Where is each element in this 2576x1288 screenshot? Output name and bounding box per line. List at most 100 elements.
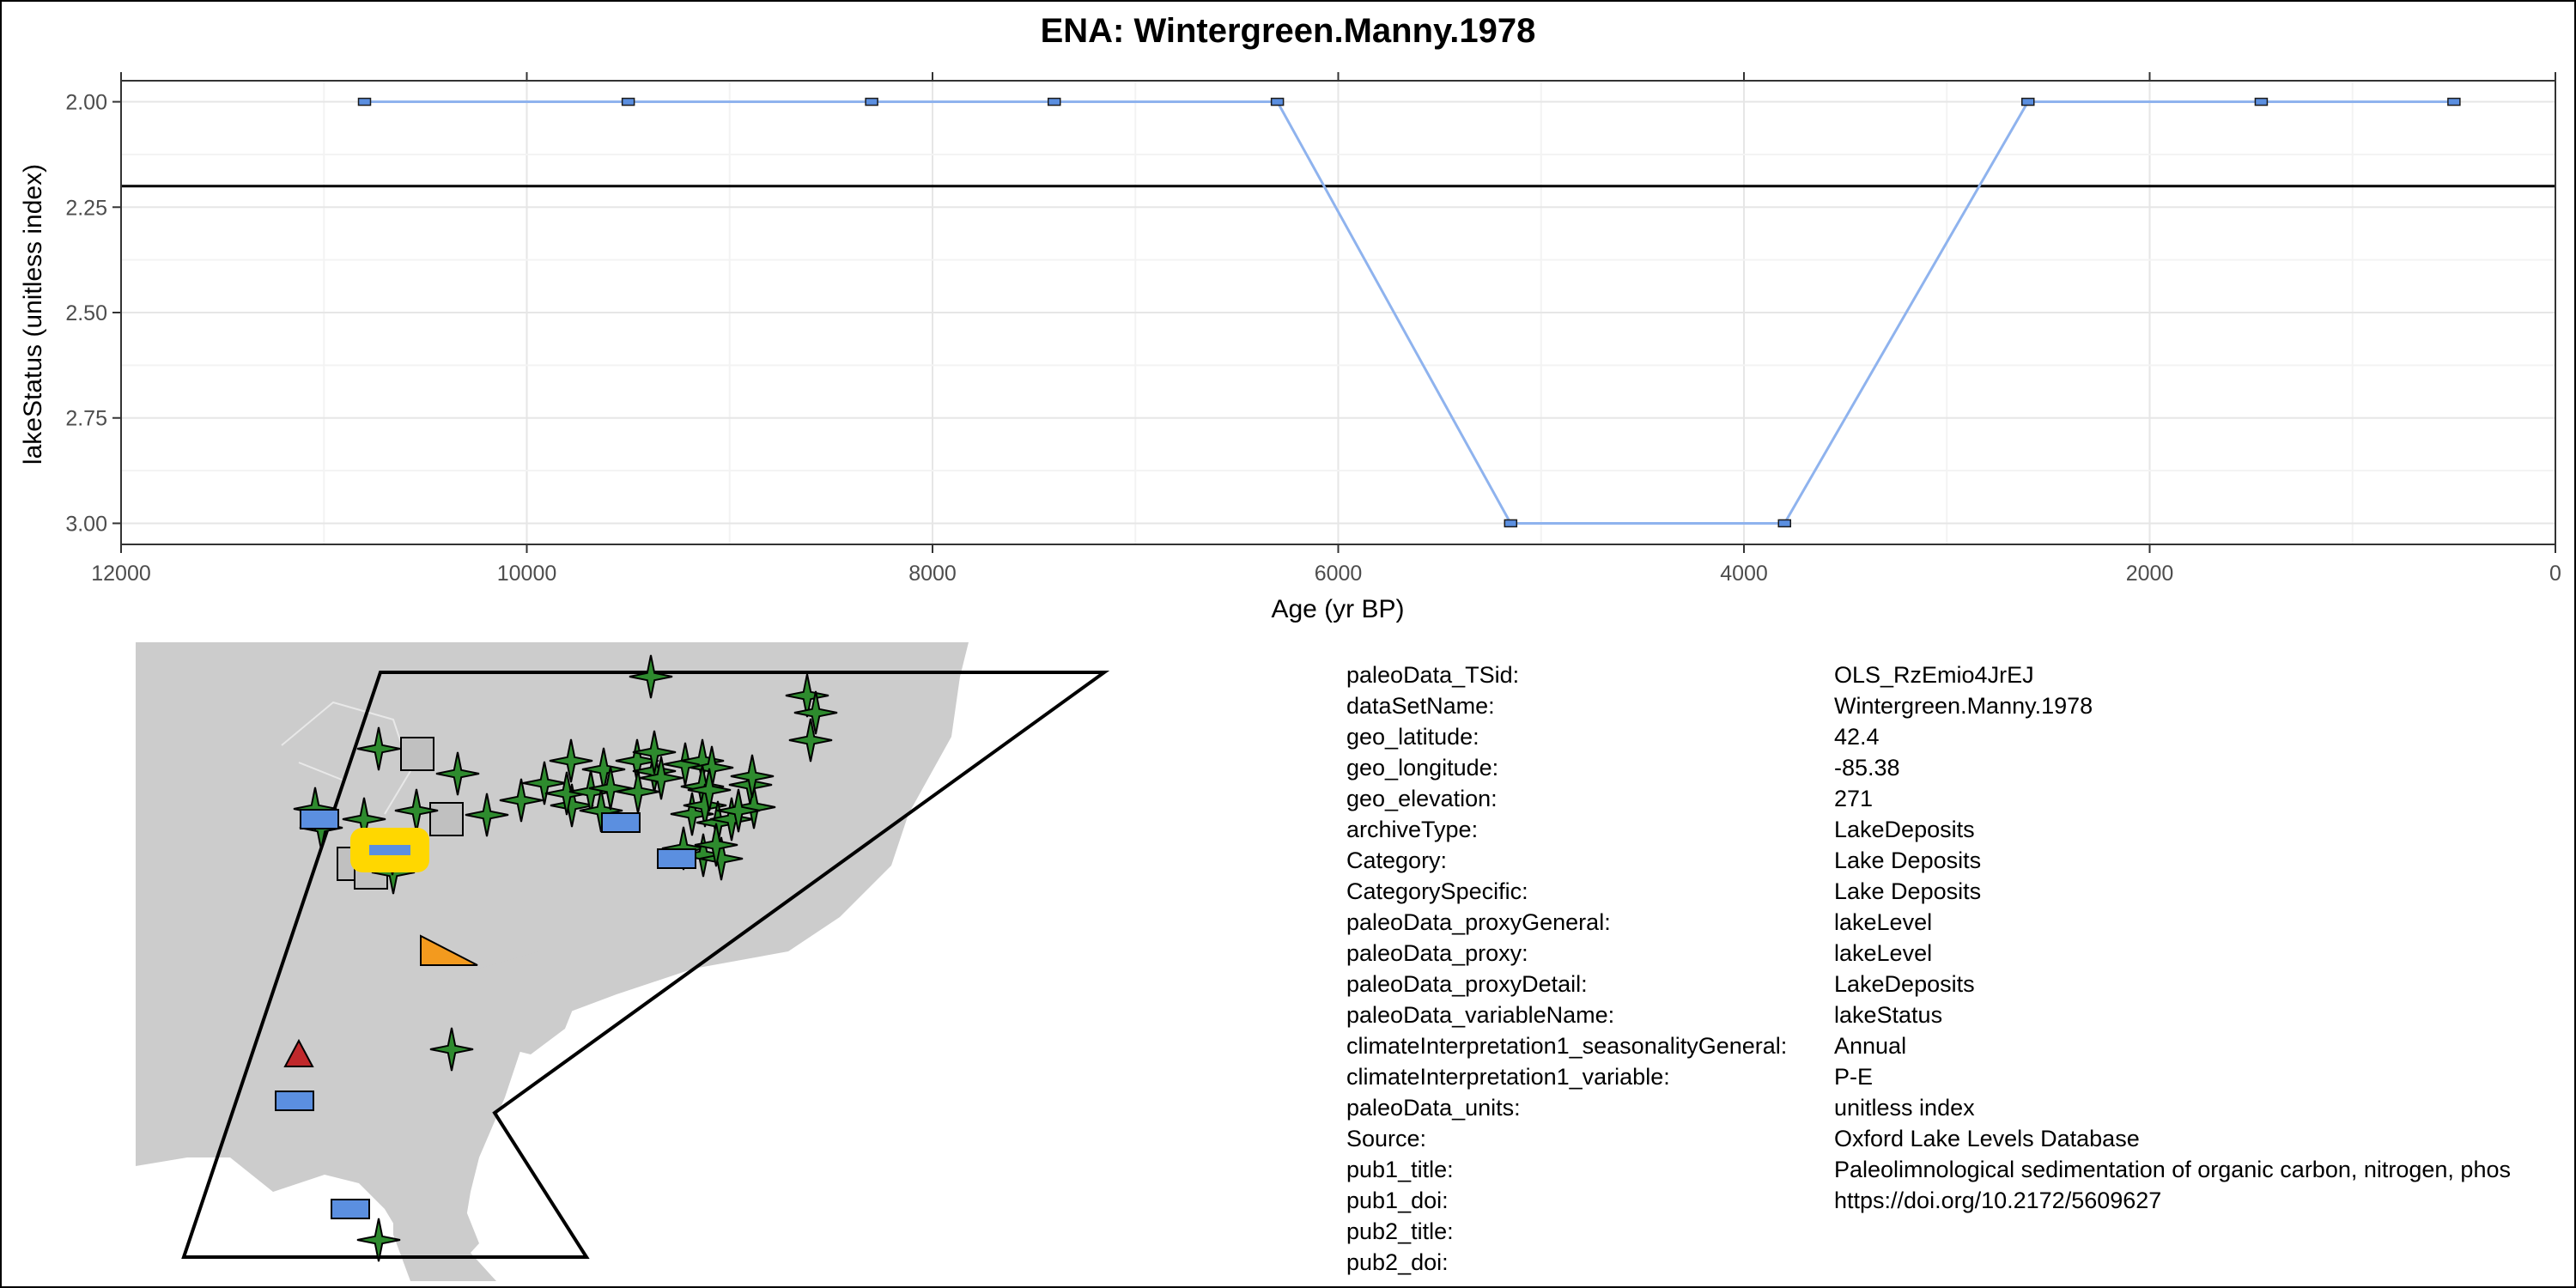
metadata-value: LakeDeposits <box>1834 971 1975 997</box>
site-star-marker <box>549 738 593 783</box>
metadata-value: P-E <box>1834 1064 1874 1090</box>
metadata-key: Source: <box>1346 1126 1427 1151</box>
metadata-key: CategorySpecific: <box>1346 878 1528 904</box>
metadata-value: LakeDeposits <box>1834 817 1975 842</box>
site-star-marker <box>435 751 480 796</box>
site-rectangle-marker <box>601 812 641 833</box>
chart-title: ENA: Wintergreen.Manny.1978 <box>1040 12 1536 50</box>
metadata-value: https://doi.org/10.2172/5609627 <box>1834 1188 2162 1213</box>
metadata-key: Category: <box>1346 848 1448 873</box>
metadata-key: pub1_title: <box>1346 1157 1454 1182</box>
metadata-key: pub1_doi: <box>1346 1188 1449 1213</box>
site-rectangle-marker <box>300 809 339 829</box>
metadata-value: 271 <box>1834 786 1874 811</box>
timeseries-plot: 12000 10000 8000 6000 4000 2000 0 2.00 2.25 2.50 2… <box>19 72 2561 623</box>
site-star-marker <box>694 823 738 867</box>
site-star-marker <box>429 1027 474 1072</box>
x-tick-label: 8000 <box>908 562 957 586</box>
site-star-marker <box>550 783 594 828</box>
y-tick-label: 2.00 <box>65 91 107 115</box>
site-star-marker <box>629 654 673 699</box>
metadata-key: geo_elevation: <box>1346 786 1498 811</box>
site-star-marker <box>632 730 677 775</box>
site-rectangle-marker <box>331 1199 370 1219</box>
metadata-value: lakeStatus <box>1834 1002 1943 1028</box>
metadata-key: pub2_title: <box>1346 1218 1454 1244</box>
metadata-value: Lake Deposits <box>1834 878 1982 904</box>
series-line <box>364 100 2454 525</box>
series-markers <box>357 97 2461 528</box>
metadata-value: Wintergreen.Manny.1978 <box>1834 693 2093 719</box>
site-star-marker <box>699 836 744 881</box>
metadata-value: Oxford Lake Levels Database <box>1834 1126 2140 1151</box>
metadata-value: OLS_RzEmio4JrEJ <box>1834 662 2034 688</box>
x-tick-label: 2000 <box>2126 562 2174 586</box>
site-star-marker <box>499 778 544 823</box>
metadata-key: paleoData_units: <box>1346 1095 1521 1121</box>
site-rectangle-marker <box>657 848 696 869</box>
metadata-key: paleoData_proxyGeneral: <box>1346 909 1611 935</box>
data-point <box>621 97 635 106</box>
x-axis-title: Age (yr BP) <box>1271 595 1404 623</box>
site-star-marker <box>732 785 776 829</box>
site-star-marker <box>465 793 509 837</box>
x-tick-label: 0 <box>2549 562 2561 586</box>
metadata-key: pub2_doi: <box>1346 1249 1449 1275</box>
metadata-table: paleoData_TSid: OLS_RzEmio4JrEJ dataSetNam… <box>1346 659 2574 1278</box>
data-point <box>1504 519 1518 528</box>
site-triangle-up-marker <box>283 1038 314 1067</box>
site-star-marker <box>683 783 727 828</box>
site-star-marker <box>639 756 683 800</box>
metadata-key: climateInterpretation1_seasonalityGenera… <box>1346 1033 1788 1059</box>
site-triangle-marker <box>420 934 478 966</box>
metadata-key: dataSetName: <box>1346 693 1495 719</box>
metadata-key: geo_longitude: <box>1346 755 1499 781</box>
metadata-key: climateInterpretation1_variable: <box>1346 1064 1670 1090</box>
site-markers <box>275 654 838 1262</box>
data-point <box>2254 97 2269 106</box>
site-square-marker <box>429 802 464 836</box>
y-tick-label: 2.50 <box>65 301 107 325</box>
metadata-value: unitless index <box>1834 1095 1975 1121</box>
lake-outline <box>281 701 412 815</box>
site-map <box>136 642 1110 1281</box>
selected-site-marker <box>369 845 410 855</box>
metadata-key: geo_latitude: <box>1346 724 1479 750</box>
data-point <box>865 97 878 106</box>
y-tick-label: 3.00 <box>65 512 107 536</box>
axes <box>112 72 2556 553</box>
metadata-value: lakeLevel <box>1834 940 1933 966</box>
data-point <box>1777 519 1791 528</box>
site-star-marker <box>588 766 633 811</box>
metadata-key: paleoData_proxy: <box>1346 940 1528 966</box>
y-tick-label: 2.75 <box>65 407 107 431</box>
x-tick-label: 12000 <box>91 562 151 586</box>
metadata-value: Annual <box>1834 1033 1907 1059</box>
site-square-marker <box>400 737 434 771</box>
metadata-value: Lake Deposits <box>1834 848 1982 873</box>
data-point <box>2021 97 2035 106</box>
x-tick-label: 10000 <box>497 562 557 586</box>
region-outline <box>181 671 1110 1259</box>
data-point <box>357 97 372 106</box>
land-florida <box>393 1157 479 1281</box>
site-star-marker <box>687 768 732 812</box>
y-tick-label: 2.25 <box>65 196 107 220</box>
grid-lines <box>120 81 2556 544</box>
x-tick-label: 6000 <box>1315 562 1363 586</box>
tick-labels: 12000 10000 8000 6000 4000 2000 0 2.00 2.25 2.50 2… <box>65 91 2561 586</box>
land-mass <box>136 642 969 1281</box>
site-rectangle-marker <box>275 1091 314 1111</box>
x-tick-label: 4000 <box>1720 562 1768 586</box>
metadata-value: 42.4 <box>1834 724 1880 750</box>
metadata-value: -85.38 <box>1834 755 1900 781</box>
metadata-key: paleoData_variableName: <box>1346 1002 1615 1028</box>
metadata-key: paleoData_TSid: <box>1346 662 1520 688</box>
site-star-marker <box>522 761 567 805</box>
series-polyline <box>364 100 2454 525</box>
land-east-coast <box>479 951 582 1054</box>
data-point <box>2447 97 2461 106</box>
site-star-marker <box>356 726 401 771</box>
site-star-marker <box>788 718 833 762</box>
y-axis-title: lakeStatus (unitless index) <box>19 164 47 465</box>
